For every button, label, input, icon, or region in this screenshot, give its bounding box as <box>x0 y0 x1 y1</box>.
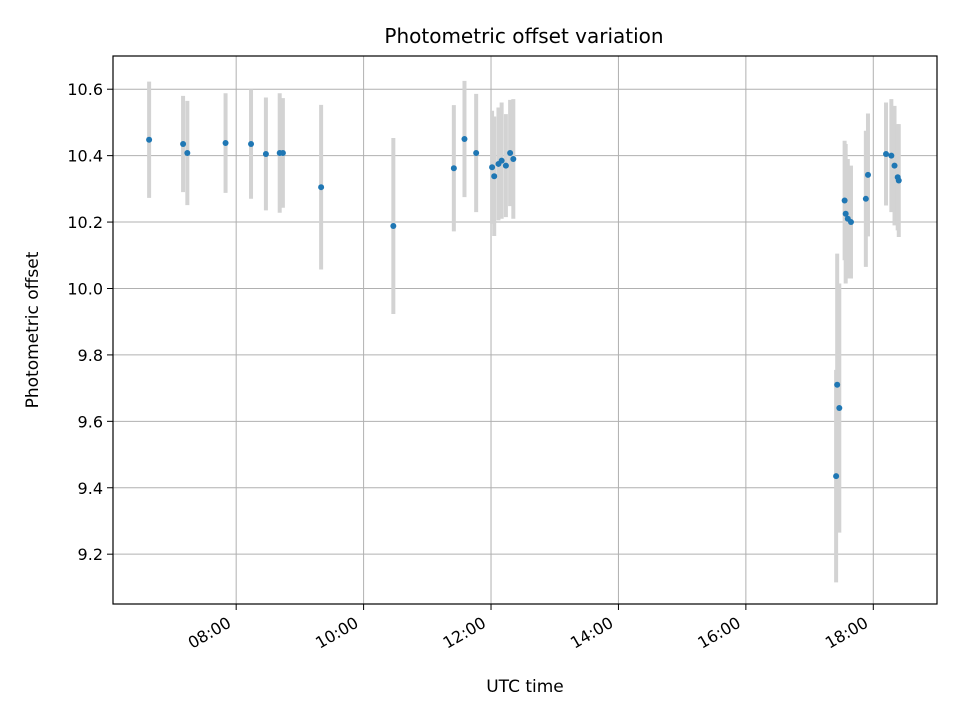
plot-frame <box>112 55 938 605</box>
chart-title: Photometric offset variation <box>384 24 663 48</box>
data-point <box>895 177 902 184</box>
data-point <box>507 149 514 156</box>
data-point <box>862 195 869 202</box>
data-point <box>146 136 153 143</box>
y-tick-label: 9.8 <box>78 346 103 365</box>
data-point <box>184 149 191 156</box>
y-tick-label: 10.2 <box>67 213 103 232</box>
data-point <box>248 141 255 148</box>
data-point <box>222 140 229 147</box>
data-point <box>262 150 269 157</box>
y-tick-label: 9.2 <box>78 545 103 564</box>
y-tick-label: 9.6 <box>78 412 103 431</box>
data-point <box>461 136 468 143</box>
y-tick-label: 10.4 <box>67 147 103 166</box>
point-layer <box>146 136 902 480</box>
data-point <box>883 150 890 157</box>
data-point <box>847 219 854 226</box>
data-point <box>888 152 895 159</box>
y-tick-label: 10.6 <box>67 80 103 99</box>
data-point <box>510 155 517 162</box>
data-point <box>473 149 480 156</box>
x-axis-title: UTC time <box>486 677 564 697</box>
data-point <box>450 165 457 172</box>
grid-layer <box>113 56 937 604</box>
y-tick-label: 10.0 <box>67 279 103 298</box>
data-point <box>498 157 505 164</box>
y-tick-label: 9.4 <box>78 479 103 498</box>
data-point <box>180 141 187 148</box>
data-point <box>864 171 871 178</box>
data-point <box>279 149 286 156</box>
data-point <box>834 381 841 388</box>
data-point <box>489 164 496 171</box>
data-point <box>502 162 509 169</box>
y-axis-title: Photometric offset <box>23 251 43 408</box>
data-point <box>891 162 898 169</box>
data-point <box>491 173 498 180</box>
data-point <box>842 210 849 217</box>
data-point <box>318 184 325 191</box>
data-point <box>836 405 843 412</box>
data-point <box>390 223 397 230</box>
data-point <box>833 473 840 480</box>
data-point <box>841 197 848 204</box>
